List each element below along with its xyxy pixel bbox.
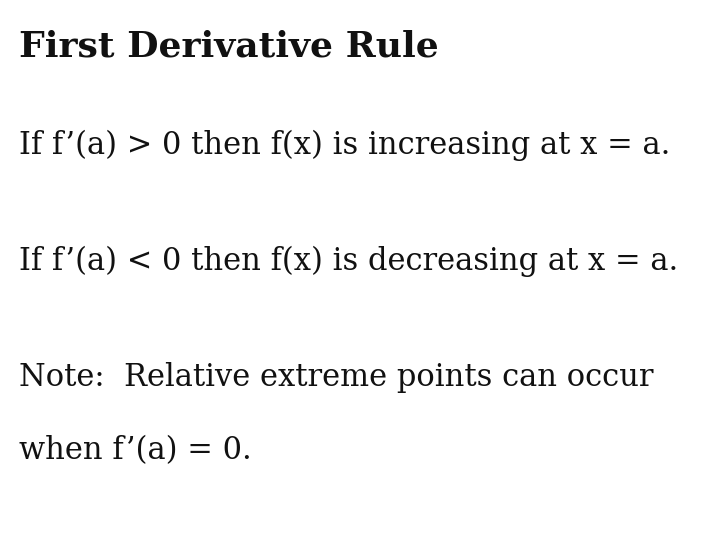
Text: First Derivative Rule: First Derivative Rule [19, 30, 439, 64]
Text: when f’(a) = 0.: when f’(a) = 0. [19, 435, 252, 465]
Text: If f’(a) > 0 then f(x) is increasing at x = a.: If f’(a) > 0 then f(x) is increasing at … [19, 130, 671, 161]
Text: Note:  Relative extreme points can occur: Note: Relative extreme points can occur [19, 362, 654, 393]
Text: If f’(a) < 0 then f(x) is decreasing at x = a.: If f’(a) < 0 then f(x) is decreasing at … [19, 246, 679, 277]
